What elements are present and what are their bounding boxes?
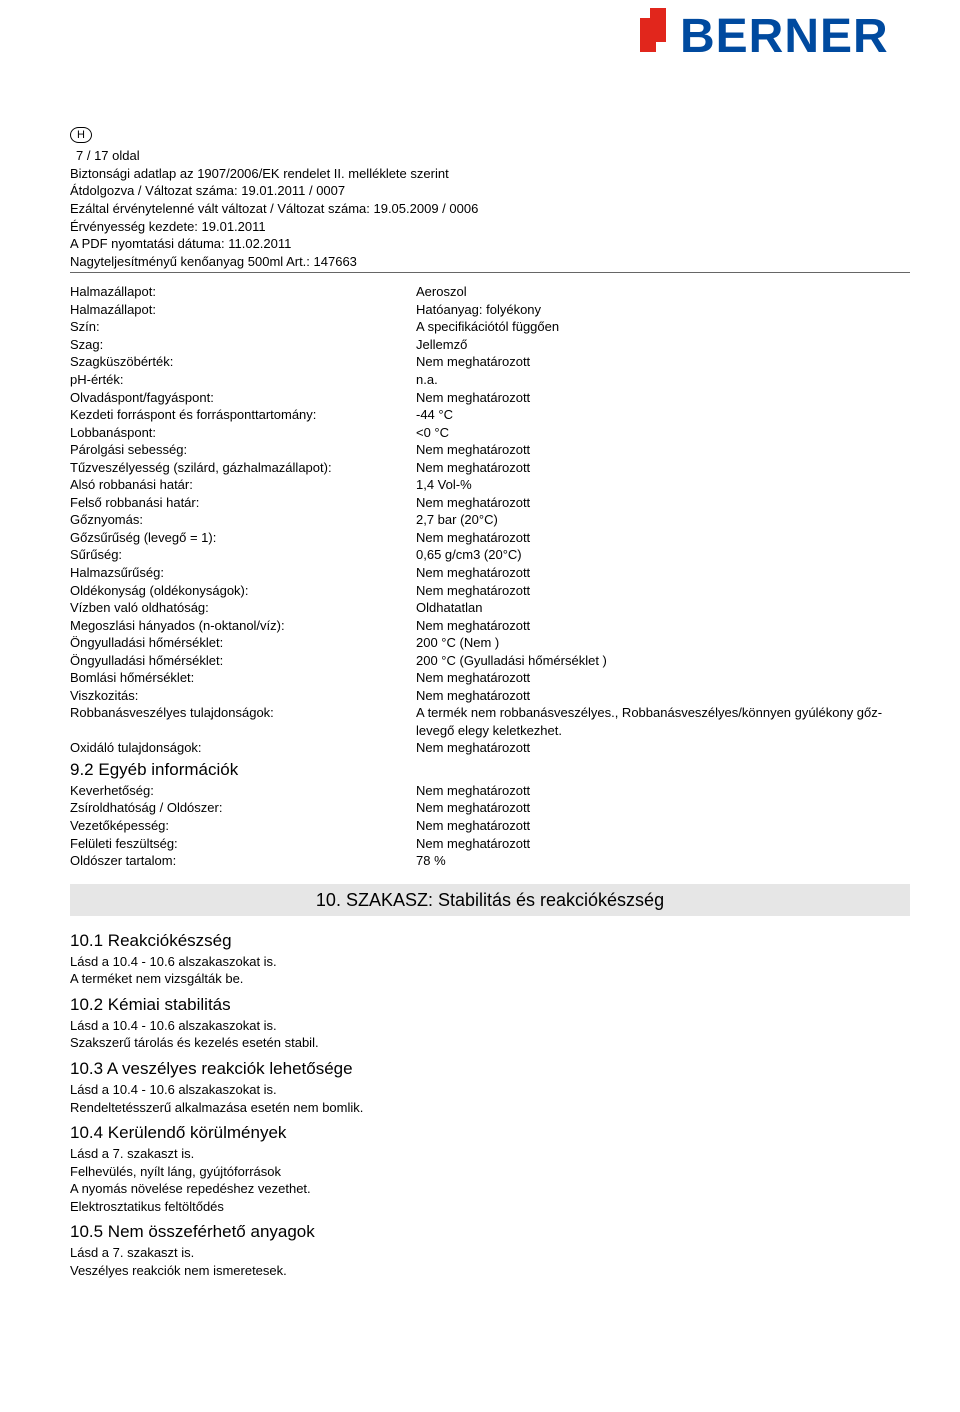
property-value: 200 °C (Nem ) — [416, 634, 910, 652]
property-key: Gőzsűrűség (levegő = 1): — [70, 529, 410, 547]
property-key: Felső robbanási határ: — [70, 494, 410, 512]
property-value: Nem meghatározott — [416, 353, 910, 371]
property-value: -44 °C — [416, 406, 910, 424]
property-value: Hatóanyag: folyékony — [416, 301, 910, 319]
property-value: Nem meghatározott — [416, 835, 910, 853]
section-10-title: 10. SZAKASZ: Stabilitás és reakciókészsé… — [70, 884, 910, 916]
header-line-4: Érvényesség kezdete: 19.01.2011 — [70, 218, 910, 236]
svg-text:BERNER: BERNER — [680, 10, 889, 60]
property-value: Nem meghatározott — [416, 617, 910, 635]
header-line-2: Átdolgozva / Változat száma: 19.01.2011 … — [70, 182, 910, 200]
property-key: Keverhetőség: — [70, 782, 410, 800]
property-key: Halmazállapot: — [70, 283, 410, 301]
property-key: Halmazállapot: — [70, 301, 410, 319]
property-value: Nem meghatározott — [416, 817, 910, 835]
property-key: Olvadáspont/fagyáspont: — [70, 389, 410, 407]
property-value: <0 °C — [416, 424, 910, 442]
property-value: Jellemző — [416, 336, 910, 354]
property-key: Alsó robbanási határ: — [70, 476, 410, 494]
property-key: Öngyulladási hőmérséklet: — [70, 652, 410, 670]
property-value: Nem meghatározott — [416, 739, 910, 757]
property-value: Nem meghatározott — [416, 799, 910, 817]
property-key: Tűzveszélyesség (szilárd, gázhalmazállap… — [70, 459, 410, 477]
property-value: Nem meghatározott — [416, 564, 910, 582]
property-value: Nem meghatározott — [416, 529, 910, 547]
property-value: 1,4 Vol-% — [416, 476, 910, 494]
property-value: Nem meghatározott — [416, 687, 910, 705]
property-value: Nem meghatározott — [416, 389, 910, 407]
property-key: Zsíroldhatóság / Oldószer: — [70, 799, 410, 817]
property-key: Lobbanáspont: — [70, 424, 410, 442]
property-key: Megoszlási hányados (n-oktanol/víz): — [70, 617, 410, 635]
property-key: Szín: — [70, 318, 410, 336]
property-value: Nem meghatározott — [416, 494, 910, 512]
property-value: Nem meghatározott — [416, 669, 910, 687]
header-line-1: Biztonsági adatlap az 1907/2006/EK rende… — [70, 165, 910, 183]
country-badge: H — [70, 127, 92, 144]
text-line: A nyomás növelése repedéshez vezethet. — [70, 1180, 910, 1198]
property-key: Oldószer tartalom: — [70, 852, 410, 870]
header-line-5: A PDF nyomtatási dátuma: 11.02.2011 — [70, 235, 910, 253]
text-line: Elektrosztatikus feltöltődés — [70, 1198, 910, 1216]
property-value: 78 % — [416, 852, 910, 870]
property-key: Robbanásveszélyes tulajdonságok: — [70, 704, 410, 739]
property-key: Gőznyomás: — [70, 511, 410, 529]
property-value: n.a. — [416, 371, 910, 389]
property-value: 2,7 bar (20°C) — [416, 511, 910, 529]
text-line: Lásd a 10.4 - 10.6 alszakaszokat is. — [70, 1017, 910, 1035]
property-value: 0,65 g/cm3 (20°C) — [416, 546, 910, 564]
header-line-3: Ezáltal érvénytelenné vált változat / Vá… — [70, 200, 910, 218]
text-line: A terméket nem vizsgálták be. — [70, 970, 910, 988]
property-key: Öngyulladási hőmérséklet: — [70, 634, 410, 652]
property-value: Oldhatatlan — [416, 599, 910, 617]
property-value: Aeroszol — [416, 283, 910, 301]
text-line: Lásd a 7. szakaszt is. — [70, 1145, 910, 1163]
subsection-10-3: 10.3 A veszélyes reakciók lehetősége — [70, 1058, 910, 1081]
property-value: Nem meghatározott — [416, 459, 910, 477]
property-key: Sűrűség: — [70, 546, 410, 564]
text-line: Lásd a 10.4 - 10.6 alszakaszokat is. — [70, 1081, 910, 1099]
property-key: Viszkozitás: — [70, 687, 410, 705]
text-line: Lásd a 7. szakaszt is. — [70, 1244, 910, 1262]
property-key: Kezdeti forráspont és forrásponttartomán… — [70, 406, 410, 424]
property-key: Szag: — [70, 336, 410, 354]
text-line: Lásd a 10.4 - 10.6 alszakaszokat is. — [70, 953, 910, 971]
property-value: Nem meghatározott — [416, 441, 910, 459]
text-line: Felhevülés, nyílt láng, gyújtóforrások — [70, 1163, 910, 1181]
property-key: Szagküszöbérték: — [70, 353, 410, 371]
property-key: Oxidáló tulajdonságok: — [70, 739, 410, 757]
property-key: Felületi feszültség: — [70, 835, 410, 853]
subsection-10-4: 10.4 Kerülendő körülmények — [70, 1122, 910, 1145]
property-value: A specifikációtól függően — [416, 318, 910, 336]
property-value: Nem meghatározott — [416, 582, 910, 600]
property-value: A termék nem robbanásveszélyes., Robbaná… — [416, 704, 910, 739]
text-line: Szakszerű tárolás és kezelés esetén stab… — [70, 1034, 910, 1052]
text-line: Veszélyes reakciók nem ismeretesek. — [70, 1262, 910, 1280]
properties-table: Halmazállapot: Aeroszol Halmazállapot: Ható… — [70, 283, 910, 757]
page-indicator: 7 / 17 oldal — [70, 147, 910, 165]
logo-container: BERNER — [0, 0, 960, 65]
property-key: Vezetőképesség: — [70, 817, 410, 835]
subsection-9-2: 9.2 Egyéb információk — [70, 759, 910, 782]
property-value: 200 °C (Gyulladási hőmérséklet ) — [416, 652, 910, 670]
properties-table-2: Keverhetőség: Nem meghatározott Zsíroldhat… — [70, 782, 910, 870]
berner-logo: BERNER — [640, 8, 930, 60]
header-line-6: Nagyteljesítményű kenőanyag 500ml Art.: … — [70, 253, 910, 271]
document-header: 7 / 17 oldal Biztonsági adatlap az 1907/… — [70, 147, 910, 273]
property-value: Nem meghatározott — [416, 782, 910, 800]
property-key: Vízben való oldhatóság: — [70, 599, 410, 617]
section-10-body: 10.1 Reakciókészség Lásd a 10.4 - 10.6 a… — [70, 930, 910, 1279]
text-line: Rendeltetésszerű alkalmazása esetén nem … — [70, 1099, 910, 1117]
property-key: Halmazsűrűség: — [70, 564, 410, 582]
property-key: Oldékonyság (oldékonyságok): — [70, 582, 410, 600]
property-key: Párolgási sebesség: — [70, 441, 410, 459]
property-key: Bomlási hőmérséklet: — [70, 669, 410, 687]
subsection-10-5: 10.5 Nem összeférhető anyagok — [70, 1221, 910, 1244]
subsection-10-2: 10.2 Kémiai stabilitás — [70, 994, 910, 1017]
subsection-10-1: 10.1 Reakciókészség — [70, 930, 910, 953]
property-key: pH-érték: — [70, 371, 410, 389]
